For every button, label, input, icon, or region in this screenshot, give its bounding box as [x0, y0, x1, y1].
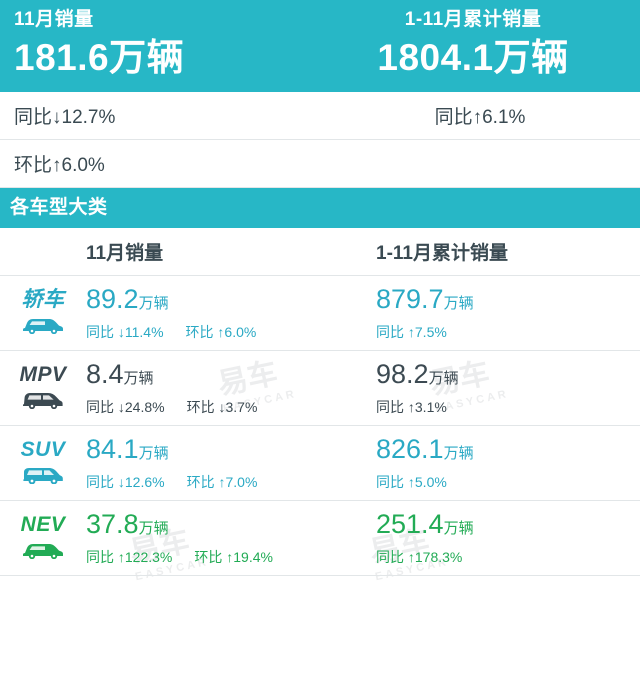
- column-header-cumulative: 1-11月累计销量: [376, 243, 508, 264]
- category-label: MPV: [19, 362, 67, 386]
- summary-cumulative-value: 1804.1万辆: [377, 37, 569, 78]
- month-value-unit: 万辆: [138, 295, 169, 312]
- category-label: 轿车: [21, 287, 65, 311]
- month-cell: 8.4万辆 同比 ↓24.8% 环比 ↓3.7%: [86, 359, 376, 417]
- comparison-mom-month: 环比↑6.0%: [14, 155, 105, 176]
- cumulative-change: 同比 ↑5.0%: [376, 472, 640, 492]
- cumulative-value: 879.7万辆: [376, 284, 640, 319]
- summary-cumulative: 1-11月累计销量 1804.1万辆: [320, 0, 640, 92]
- month-value-number: 8.4: [86, 359, 124, 389]
- cumulative-value-unit: 万辆: [428, 370, 459, 387]
- month-yoy: 同比 ↑122.3%: [86, 549, 173, 565]
- mpv-icon: [21, 389, 65, 414]
- category-label: SUV: [20, 437, 66, 461]
- month-cell: 84.1万辆 同比 ↓12.6% 环比 ↑7.0%: [86, 434, 376, 492]
- nev-icon: [21, 539, 65, 564]
- month-value-number: 84.1: [86, 434, 139, 464]
- suv-icon: [21, 464, 65, 489]
- table-row: MPV 8.4万辆 同比 ↓24.8% 环比 ↓3.7%: [0, 351, 640, 426]
- table-column-header: 11月销量 1-11月累计销量: [0, 228, 640, 276]
- cumulative-value-number: 251.4: [376, 509, 444, 539]
- month-yoy: 同比 ↓11.4%: [86, 324, 164, 340]
- category-cell: SUV: [0, 438, 86, 489]
- month-value: 89.2万辆: [86, 284, 376, 319]
- month-change: 同比 ↓12.6% 环比 ↑7.0%: [86, 472, 376, 492]
- month-value: 37.8万辆: [86, 509, 376, 544]
- cumulative-cell: 251.4万辆 同比 ↑178.3%: [376, 509, 640, 567]
- cumulative-value: 251.4万辆: [376, 509, 640, 544]
- month-change: 同比 ↓24.8% 环比 ↓3.7%: [86, 397, 376, 417]
- month-mom: 环比 ↑19.4%: [194, 549, 273, 565]
- month-yoy: 同比 ↓12.6%: [86, 474, 165, 490]
- comparison-row: 同比↓12.7% 同比↑6.1%: [0, 92, 640, 140]
- cumulative-change: 同比 ↑7.5%: [376, 322, 640, 342]
- section-header: 各车型大类: [0, 188, 640, 228]
- cumulative-value-number: 879.7: [376, 284, 444, 314]
- cumulative-value: 826.1万辆: [376, 434, 640, 469]
- cumulative-value-unit: 万辆: [443, 445, 474, 462]
- table-row: NEV 37.8万辆 同比 ↑122.3% 环比 ↑19.4%: [0, 501, 640, 576]
- month-mom: 环比 ↑6.0%: [185, 324, 257, 340]
- month-value-number: 37.8: [86, 509, 139, 539]
- month-value: 84.1万辆: [86, 434, 376, 469]
- month-value-unit: 万辆: [123, 370, 154, 387]
- month-value: 8.4万辆: [86, 359, 376, 394]
- month-value-unit: 万辆: [138, 520, 169, 537]
- summary-month-value: 181.6万辆: [14, 37, 185, 78]
- category-cell: 轿车: [0, 288, 86, 339]
- cumulative-value-unit: 万辆: [443, 520, 474, 537]
- cumulative-change: 同比 ↑3.1%: [376, 397, 640, 417]
- comparison-row: 环比↑6.0%: [0, 140, 640, 188]
- month-cell: 37.8万辆 同比 ↑122.3% 环比 ↑19.4%: [86, 509, 376, 567]
- cumulative-yoy: 同比 ↑7.5%: [376, 324, 447, 340]
- cumulative-cell: 98.2万辆 同比 ↑3.1%: [376, 359, 640, 417]
- cumulative-change: 同比 ↑178.3%: [376, 547, 640, 567]
- cumulative-value-unit: 万辆: [443, 295, 474, 312]
- month-yoy: 同比 ↓24.8%: [86, 399, 165, 415]
- table-row: 轿车 89.2万辆 同比 ↓11.4% 环比 ↑6.0%: [0, 276, 640, 351]
- cumulative-value-number: 98.2: [376, 359, 429, 389]
- cumulative-yoy: 同比 ↑178.3%: [376, 549, 463, 565]
- month-change: 同比 ↑122.3% 环比 ↑19.4%: [86, 547, 376, 567]
- cumulative-value-number: 826.1: [376, 434, 444, 464]
- month-cell: 89.2万辆 同比 ↓11.4% 环比 ↑6.0%: [86, 284, 376, 342]
- cumulative-value: 98.2万辆: [376, 359, 640, 394]
- category-label: NEV: [20, 512, 66, 536]
- comparison-yoy-cumulative: 同比↑6.1%: [434, 107, 526, 128]
- cumulative-yoy: 同比 ↑5.0%: [376, 474, 447, 490]
- cumulative-cell: 879.7万辆 同比 ↑7.5%: [376, 284, 640, 342]
- month-mom: 环比 ↓3.7%: [186, 399, 258, 415]
- sedan-icon: [21, 314, 65, 339]
- month-mom: 环比 ↑7.0%: [186, 474, 258, 490]
- month-value-number: 89.2: [86, 284, 139, 314]
- comparison-yoy-month: 同比↓12.7%: [14, 107, 116, 128]
- month-change: 同比 ↓11.4% 环比 ↑6.0%: [86, 322, 376, 342]
- summary-month-label: 11月销量: [14, 9, 94, 30]
- column-header-month: 11月销量: [86, 243, 164, 264]
- category-cell: NEV: [0, 513, 86, 564]
- cumulative-cell: 826.1万辆 同比 ↑5.0%: [376, 434, 640, 492]
- summary-month: 11月销量 181.6万辆: [0, 0, 320, 92]
- table-row: SUV 84.1万辆 同比 ↓12.6% 环比 ↑7.0%: [0, 426, 640, 501]
- summary-cumulative-label: 1-11月累计销量: [404, 9, 542, 30]
- month-value-unit: 万辆: [138, 445, 169, 462]
- summary-band: 11月销量 181.6万辆 1-11月累计销量 1804.1万辆: [0, 0, 640, 92]
- cumulative-yoy: 同比 ↑3.1%: [376, 399, 447, 415]
- category-cell: MPV: [0, 363, 86, 414]
